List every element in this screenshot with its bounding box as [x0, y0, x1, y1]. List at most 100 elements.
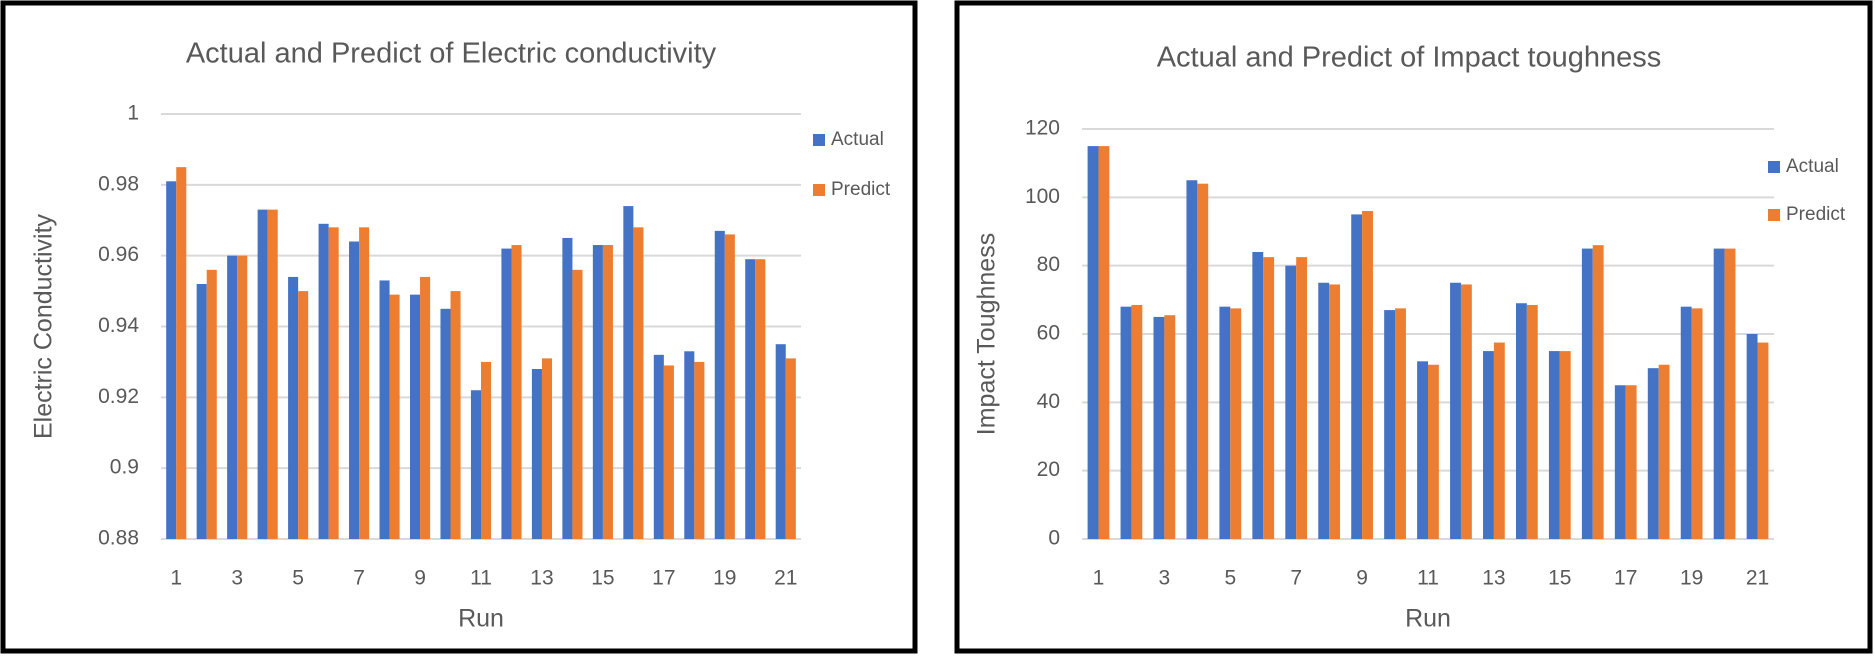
- x-tick-label: 21: [774, 567, 797, 590]
- x-tick-label: 21: [1746, 567, 1769, 590]
- y-tick-label: 0.94: [98, 314, 139, 337]
- bar: [328, 227, 339, 540]
- legend-swatch: [813, 134, 825, 146]
- bar: [1647, 368, 1659, 539]
- bar: [470, 390, 481, 539]
- bar: [714, 230, 725, 539]
- x-tick-label: 13: [530, 567, 553, 590]
- bar: [389, 294, 400, 539]
- bar: [1548, 351, 1560, 539]
- bar: [1746, 334, 1758, 539]
- y-axis-label: Impact Toughness: [973, 233, 1001, 435]
- bar: [379, 280, 390, 539]
- bar: [196, 284, 207, 539]
- bar: [1417, 361, 1428, 539]
- bar: [349, 241, 360, 539]
- legend-label: Predict: [831, 179, 891, 200]
- bar: [1098, 146, 1110, 540]
- bar: [176, 167, 187, 539]
- bar: [1197, 183, 1209, 539]
- bar: [1318, 282, 1330, 539]
- bar: [1395, 308, 1406, 539]
- x-tick-label: 15: [591, 567, 614, 590]
- bar: [1428, 364, 1439, 539]
- bar: [1460, 284, 1472, 539]
- bar: [1483, 351, 1494, 539]
- y-tick-label: 100: [1025, 185, 1060, 208]
- y-tick-label: 0.96: [98, 243, 139, 266]
- x-tick-label: 3: [1159, 567, 1171, 590]
- x-tick-label: 19: [713, 567, 736, 590]
- y-tick-label: 0.92: [98, 385, 139, 408]
- bar: [1450, 282, 1461, 539]
- bar: [450, 291, 461, 539]
- bar: [227, 255, 238, 539]
- bar: [572, 269, 583, 539]
- bar: [1186, 180, 1198, 539]
- bar: [1362, 211, 1373, 539]
- x-tick-label: 17: [1614, 567, 1637, 590]
- bar: [684, 351, 695, 539]
- bar: [623, 206, 634, 540]
- bar: [511, 245, 522, 539]
- x-tick-label: 3: [231, 567, 243, 590]
- bar: [288, 276, 299, 539]
- x-tick-label: 5: [1224, 567, 1236, 590]
- bar: [1230, 308, 1242, 539]
- x-tick-label: 9: [1356, 567, 1368, 590]
- x-tick-label: 17: [652, 567, 675, 590]
- bar: [1515, 303, 1527, 539]
- bar: [653, 354, 664, 539]
- bar: [1625, 385, 1637, 539]
- x-tick-label: 7: [1290, 567, 1302, 590]
- bar: [663, 365, 674, 539]
- bar: [1285, 265, 1297, 539]
- bar: [206, 269, 217, 539]
- bar: [775, 344, 786, 539]
- bar: [1614, 385, 1626, 539]
- y-tick-label: 0.88: [98, 527, 139, 550]
- bar: [1164, 315, 1176, 539]
- bar: [1329, 284, 1341, 539]
- x-tick-label: 13: [1482, 567, 1505, 590]
- bar: [318, 223, 329, 539]
- x-tick-label: 11: [470, 567, 492, 590]
- y-tick-label: 0.9: [110, 456, 139, 479]
- y-tick-label: 40: [1037, 390, 1060, 413]
- y-tick-label: 80: [1037, 253, 1060, 276]
- x-tick-label: 9: [414, 567, 426, 590]
- bar: [1680, 306, 1692, 539]
- bar: [1153, 316, 1165, 539]
- x-tick-label: 1: [170, 567, 182, 590]
- x-tick-label: 15: [1548, 567, 1571, 590]
- bar: [785, 358, 796, 539]
- bar: [592, 245, 603, 539]
- chart-title: Actual and Predict of Impact toughness: [1157, 42, 1662, 74]
- x-axis-label: Run: [458, 605, 504, 633]
- bar: [420, 276, 431, 539]
- bar: [694, 361, 705, 539]
- bar: [562, 237, 573, 540]
- x-axis-label: Run: [1405, 605, 1451, 633]
- x-tick-label: 11: [1417, 567, 1439, 590]
- bar: [237, 255, 248, 539]
- bar: [531, 369, 542, 539]
- bar: [745, 259, 756, 539]
- bar: [541, 358, 553, 539]
- bar: [1592, 245, 1604, 539]
- y-tick-label: 0.98: [98, 172, 139, 195]
- legend-swatch: [1768, 161, 1780, 173]
- bar: [409, 294, 421, 539]
- bar: [1581, 248, 1593, 540]
- bar: [1351, 214, 1363, 539]
- bar: [501, 248, 512, 540]
- y-tick-label: 0: [1048, 527, 1060, 550]
- bar: [1691, 308, 1703, 539]
- legend-label: Actual: [831, 129, 884, 150]
- bar: [298, 291, 309, 539]
- legend-swatch: [813, 184, 825, 196]
- bar: [440, 308, 451, 539]
- bar: [1713, 248, 1725, 540]
- x-tick-label: 19: [1680, 567, 1703, 590]
